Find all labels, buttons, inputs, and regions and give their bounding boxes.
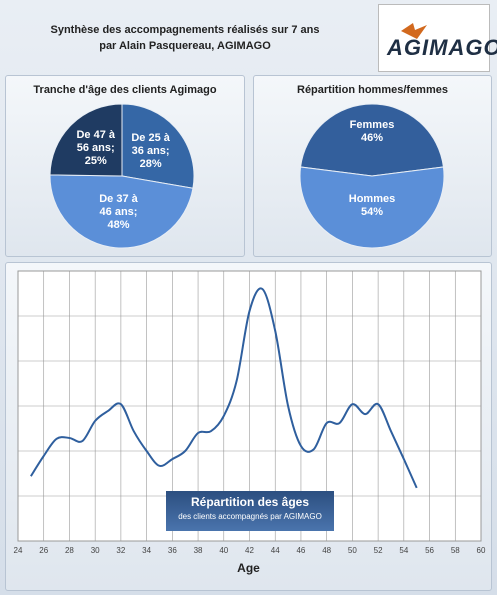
- pie-panel: Tranche d'âge des clients Agimago De 25 …: [5, 75, 245, 257]
- pie-slice: [49, 174, 194, 249]
- title: Synthèse des accompagnements réalisés su…: [50, 24, 320, 36]
- chart: 24 26 28 30 32 34 36 38 40 42 44 46 48 50 52 54 56 58 60: [14, 270, 486, 555]
- x-tick-label: 44: [271, 546, 280, 555]
- x-tick-label: 40: [219, 546, 228, 555]
- category-label: De 37 à 46 ans;: [99, 193, 138, 219]
- x-tick-label: 48: [322, 546, 331, 555]
- value-label: 28%: [139, 157, 162, 170]
- x-tick-label: 30: [91, 546, 100, 555]
- annotation-title: Répartition des âges: [190, 495, 310, 509]
- x-tick-label: 32: [116, 546, 125, 555]
- pie-panel: Répartition hommes/femmes Femmes 46% Homme…: [253, 75, 492, 257]
- value-label: 48%: [107, 219, 130, 232]
- slice-label: Hommes 54%: [337, 193, 407, 219]
- logo-icon: [401, 23, 427, 39]
- slice-label: De 37 à 46 ans; 48%: [93, 193, 145, 232]
- line-panel: 24 26 28 30 32 34 36 38 40 42 44 46 48 50 52 54 56 58 60 R…: [5, 262, 492, 591]
- category-label: Femmes: [349, 118, 395, 131]
- logo: AGIMAGO: [378, 4, 497, 72]
- value-label: 54%: [360, 206, 384, 219]
- x-tick-label: 58: [451, 546, 460, 555]
- slice-label: Femmes 46%: [337, 119, 407, 145]
- title: par Alain Pasquereau, AGIMAGO: [99, 40, 271, 52]
- chart: [299, 103, 445, 249]
- chart: [49, 103, 195, 249]
- x-tick-label: 50: [348, 546, 357, 555]
- chart-title: Répartition hommes/femmes: [297, 84, 448, 96]
- pie-slice: [121, 103, 195, 189]
- category-label: De 47 à 56 ans;: [76, 129, 115, 155]
- pie-slice: [300, 103, 444, 177]
- x-tick-label: 54: [399, 546, 408, 555]
- category-label: Hommes: [348, 193, 396, 206]
- x-tick-label: 60: [477, 546, 486, 555]
- x-tick-label: 38: [194, 546, 203, 555]
- pie-slice: [299, 166, 445, 249]
- value-label: 46%: [360, 131, 384, 144]
- pie-slice: [49, 103, 123, 177]
- x-tick-label: 52: [374, 546, 383, 555]
- x-tick-label: 28: [65, 546, 74, 555]
- slice-label: De 25 à 36 ans; 28%: [125, 132, 177, 171]
- x-tick-label: 36: [168, 546, 177, 555]
- line-series: [30, 287, 418, 489]
- category-label: De 25 à 36 ans;: [131, 131, 170, 157]
- annotation-box: Répartition des âges des clients accompa…: [166, 491, 334, 531]
- x-tick-label: 24: [14, 546, 23, 555]
- value-label: 25%: [84, 155, 107, 168]
- x-tick-label: 46: [296, 546, 305, 555]
- x-axis-label: Age: [237, 561, 260, 575]
- x-tick-label: 42: [245, 546, 254, 555]
- slice-label: De 47 à 56 ans; 25%: [70, 129, 122, 168]
- chart-title: Tranche d'âge des clients Agimago: [33, 84, 217, 96]
- x-tick-label: 26: [39, 546, 48, 555]
- annotation-subtitle: des clients accompagnés par AGIMAGO: [178, 512, 322, 521]
- x-tick-label: 56: [425, 546, 434, 555]
- x-tick-label: 34: [142, 546, 151, 555]
- logo-text: AGIMAGO: [387, 35, 497, 60]
